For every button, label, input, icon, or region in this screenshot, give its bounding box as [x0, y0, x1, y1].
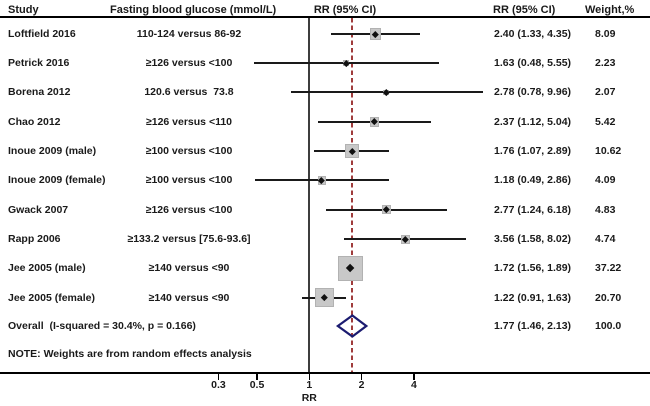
axis-tick — [360, 374, 363, 380]
axis-tick — [217, 374, 220, 380]
bottom-rule — [0, 372, 650, 374]
exposure-label: ≥126 versus <110 — [145, 115, 233, 128]
rr-ci-text: 1.63 (0.48, 5.55) — [494, 57, 572, 70]
study-label: Borena 2012 — [8, 86, 71, 99]
exposure-label: 120.6 versus 73.8 — [144, 86, 234, 99]
overall-estimate-dashed-line — [351, 18, 354, 372]
exposure-label: ≥140 versus <90 — [148, 262, 230, 275]
weight-text: 37.22 — [595, 262, 622, 275]
weight-text: 4.83 — [595, 203, 616, 216]
overall-weight-text: 100.0 — [595, 320, 622, 332]
rr-ci-text: 2.78 (0.78, 9.96) — [494, 86, 572, 99]
exposure-label: ≥126 versus <100 — [145, 57, 233, 70]
axis-tick-label: 0.3 — [211, 379, 226, 391]
rr-ci-text: 1.22 (0.91, 1.63) — [494, 291, 572, 304]
study-label: Loftfield 2016 — [8, 27, 76, 40]
col-header-study: Study — [8, 4, 39, 16]
axis-tick-label: 2 — [358, 379, 365, 391]
study-label: Jee 2005 (male) — [8, 262, 86, 275]
axis-tick-label: 0.5 — [249, 379, 265, 391]
overall-label: Overall (I-squared = 30.4%, p = 0.166) — [8, 320, 196, 332]
study-label: Jee 2005 (female) — [8, 291, 95, 304]
rr-ci-text: 3.56 (1.58, 8.02) — [494, 233, 572, 246]
weight-text: 5.42 — [595, 115, 616, 128]
axis-tick-label: 1 — [306, 379, 313, 391]
study-label: Petrick 2016 — [8, 57, 70, 70]
x-axis-label: RR — [301, 392, 317, 404]
weight-text: 4.09 — [595, 174, 616, 187]
rr-ci-text: 1.76 (1.07, 2.89) — [494, 145, 572, 158]
weight-text: 8.09 — [595, 27, 616, 40]
note-text: NOTE: Weights are from random effects an… — [8, 348, 252, 360]
col-header-exposure: Fasting blood glucose (mmol/L) — [110, 4, 277, 16]
axis-tick-label: 4 — [410, 379, 417, 391]
rr-ci-text: 1.18 (0.49, 2.86) — [494, 174, 572, 187]
exposure-label: ≥126 versus <100 — [145, 203, 233, 216]
col-header-plot-rr: RR (95% CI) — [313, 4, 377, 16]
axis-tick — [413, 374, 415, 380]
study-label: Inoue 2009 (female) — [8, 174, 106, 187]
weight-text: 4.74 — [595, 233, 616, 246]
study-label: Gwack 2007 — [8, 203, 69, 216]
exposure-label: ≥140 versus <90 — [148, 291, 230, 304]
axis-tick — [308, 374, 311, 380]
exposure-label: ≥100 versus <100 — [145, 174, 233, 187]
exposure-label: 110-124 versus 86-92 — [136, 27, 242, 40]
rr-ci-text: 2.40 (1.33, 4.35) — [494, 27, 572, 40]
weight-text: 2.07 — [595, 86, 616, 99]
reference-line-rr1 — [308, 18, 311, 372]
weight-text: 10.62 — [595, 145, 622, 158]
col-header-weight: Weight,% — [585, 4, 635, 16]
rr-ci-text: 2.37 (1.12, 5.04) — [494, 115, 572, 128]
col-header-rr-ci: RR (95% CI) — [493, 4, 556, 16]
rr-ci-text: 1.72 (1.56, 1.89) — [494, 262, 572, 275]
study-label: Chao 2012 — [8, 115, 61, 128]
exposure-label: ≥100 versus <100 — [145, 145, 233, 158]
rr-ci-text: 2.77 (1.24, 6.18) — [494, 203, 572, 216]
axis-tick — [256, 374, 258, 380]
top-rule — [0, 16, 650, 18]
exposure-label: ≥133.2 versus [75.6-93.6] — [127, 233, 251, 246]
weight-text: 20.70 — [595, 291, 622, 304]
study-label: Inoue 2009 (male) — [8, 145, 97, 158]
overall-rr-text: 1.77 (1.46, 2.13) — [494, 320, 572, 332]
study-label: Rapp 2006 — [8, 233, 61, 246]
weight-text: 2.23 — [595, 57, 616, 70]
